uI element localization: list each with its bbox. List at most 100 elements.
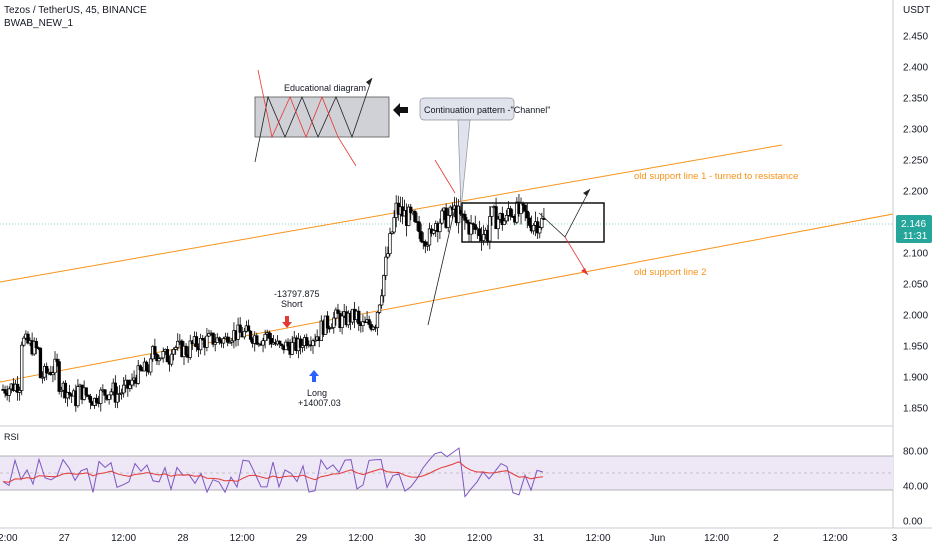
educational-diagram[interactable]: Educational diagram [254,69,408,167]
candle-body [502,220,507,225]
candle-body [67,392,72,395]
candle-body [438,222,442,233]
candle-body [456,205,461,224]
current-price-badge: 2.146 11:31 [896,215,932,243]
candle-body [174,347,178,350]
candle-body [86,394,90,397]
support-trendline-2[interactable] [0,213,894,383]
candle-body [357,310,361,325]
candle-body [144,361,149,372]
candle-body [471,223,475,225]
channel-box[interactable] [461,202,605,243]
candle-body [392,217,396,233]
channel-down-arrowhead [581,268,588,275]
candle-body [7,388,11,396]
time-axis[interactable]: 12:00 27 12:00 28 12:00 29 12:00 30 12:00 31 12:00… [0,533,898,544]
short-label: Short [281,299,303,309]
candle-body [523,204,527,212]
candle-body [332,317,336,328]
candle-body [261,340,265,346]
candle-body [26,333,30,344]
time-tick-label: 27 [59,533,71,544]
candle-body [367,319,371,325]
candle-body [375,312,380,329]
candle-body [377,304,382,313]
candle-body [119,392,124,395]
candle-body [300,345,305,348]
rsi-tick-label: 0.00 [903,517,923,528]
candle-body [3,389,7,394]
candle-body [15,383,20,393]
indicator-title[interactable]: BWAB_NEW_1 [4,18,74,29]
candle-body [128,384,132,389]
candle-body [63,382,68,399]
candle-body [149,358,153,373]
pointer-arrow-icon [393,103,408,117]
resistance-trendline[interactable] [0,144,783,283]
candle-body [388,233,392,255]
time-tick-label: 31 [533,533,545,544]
candle-body [65,392,70,399]
long-marker[interactable]: Long +14007.03 [298,370,341,408]
educational-diagram-label: Educational diagram [284,83,366,93]
candle-body [171,349,176,355]
time-tick-label: 12:00 [230,533,255,544]
candle-body [325,315,330,329]
rsi-tick-label: 80.00 [903,447,928,458]
educational-path-red [257,69,357,167]
candle-body [298,338,303,348]
impulse-line [427,207,456,326]
candle-body [409,206,413,214]
candle-body [20,344,24,391]
candle-body [340,315,344,328]
candle-body [263,333,267,341]
candle-body [176,341,180,348]
current-price-value: 2.146 [901,219,926,230]
candle-body [248,330,253,340]
time-tick-label: 12:00 [585,533,610,544]
chart-header: Tezos / TetherUS, 45, BINANCE BWAB_NEW_1 [4,4,147,30]
time-tick-label: 12:00 [348,533,373,544]
candle-body [477,228,482,236]
candle-body [53,358,57,374]
callout-pointer [457,119,471,211]
candle-body [103,389,107,396]
current-price-countdown: 11:31 [903,231,928,242]
short-value: -13797.875 [274,289,320,299]
candle-body [463,213,467,221]
candle-body [313,339,317,342]
candle-body [286,341,290,347]
price-tick-label: 1.950 [903,342,928,353]
candle-body [51,372,55,376]
candle-body [538,227,542,234]
short-arrow-icon [282,316,292,328]
candle-body [22,337,26,346]
short-marker[interactable]: -13797.875 Short [274,289,320,328]
candle-body [432,230,436,234]
candle-body [38,347,43,379]
candle-body [221,338,226,344]
candle-body [159,357,163,360]
candle-body [40,376,45,379]
candle-body [278,340,282,345]
candle-body [228,341,232,344]
candle-body [76,386,80,407]
candle-body [157,358,161,362]
candle-body [94,397,99,403]
price-tick-label: 2.400 [903,63,928,74]
price-tick-label: 2.050 [903,280,928,291]
time-tick-label: 30 [415,533,427,544]
candle-body [184,345,188,356]
candle-body [379,295,384,306]
continuation-callout[interactable]: Continuation pattern -"Channel" [419,97,550,211]
candle-body [469,223,473,235]
candle-body [527,217,532,226]
candle-body [59,389,63,392]
candle-body [109,391,113,396]
candle-body [423,241,427,247]
candle-body [448,206,452,216]
candle-body [531,224,536,232]
rsi-axis[interactable]: 80.00 40.00 0.00 [903,447,928,528]
symbol-title[interactable]: Tezos / TetherUS, 45, BINANCE [4,5,147,16]
